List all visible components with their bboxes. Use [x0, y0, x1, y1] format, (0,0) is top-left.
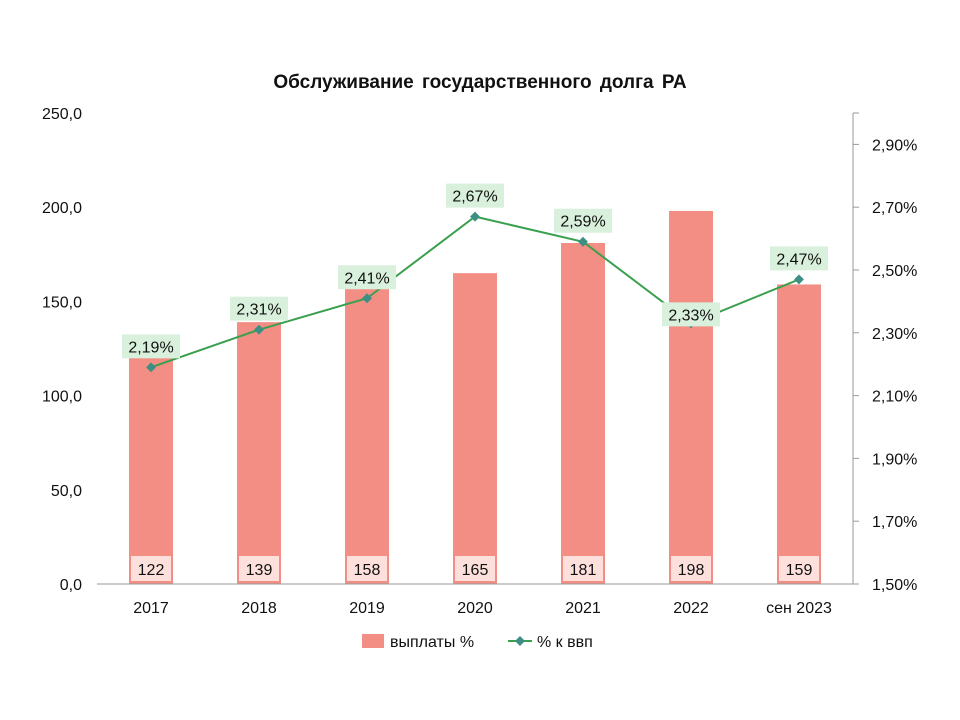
bar-value-label-bg	[455, 556, 495, 581]
left-tick-label: 250,0	[42, 106, 82, 123]
bar-value-label: 181	[570, 562, 597, 579]
bar	[561, 242, 605, 584]
chart-title: Обслуживание государственного долга РА	[273, 72, 687, 93]
bar-value-label: 139	[246, 562, 273, 579]
line-value-label-bg	[230, 296, 288, 321]
left-tick-label: 100,0	[42, 389, 82, 406]
right-tick-label: 1,70%	[872, 514, 917, 531]
legend-line-marker	[515, 636, 525, 646]
left-tick-label: 150,0	[42, 294, 82, 311]
bar	[345, 286, 389, 584]
legend-label: выплаты %	[390, 634, 474, 651]
line-point	[146, 362, 156, 373]
line-value-label: 2,19%	[128, 339, 173, 356]
line-point	[470, 211, 480, 222]
x-tick-label: 2017	[133, 600, 169, 617]
bar	[237, 322, 281, 584]
bar	[453, 273, 497, 584]
line-value-label-bg	[662, 302, 720, 327]
x-tick-label: 2020	[457, 600, 493, 617]
line-point	[362, 293, 372, 304]
bar-value-label-bg	[563, 556, 603, 581]
left-tick-label: 200,0	[42, 200, 82, 217]
bar	[777, 284, 821, 584]
line-value-label-bg	[446, 183, 504, 208]
line-value-label: 2,31%	[236, 302, 281, 319]
bar-value-label-bg	[779, 556, 819, 581]
line-value-label-bg	[338, 265, 396, 290]
right-tick-label: 2,30%	[872, 326, 917, 343]
bar	[669, 210, 713, 584]
bar-value-label: 158	[354, 562, 381, 579]
x-tick-label: 2019	[349, 600, 385, 617]
line-value-label-bg	[554, 208, 612, 233]
bar-value-label: 198	[678, 562, 705, 579]
line-value-label: 2,59%	[560, 214, 605, 231]
line-value-label: 2,47%	[776, 251, 821, 268]
bar-value-label-bg	[671, 556, 711, 581]
right-tick-label: 1,50%	[872, 577, 917, 594]
line-value-label: 2,33%	[668, 307, 713, 324]
legend-bar-swatch	[362, 634, 384, 648]
bar-value-label-bg	[131, 556, 171, 581]
x-tick-label: 2018	[241, 600, 277, 617]
line-point	[578, 236, 588, 247]
left-tick-label: 50,0	[51, 483, 82, 500]
bar-value-label: 159	[786, 562, 813, 579]
right-tick-label: 2,50%	[872, 263, 917, 280]
bar	[129, 354, 173, 584]
bar-value-label-bg	[239, 556, 279, 581]
line-value-label: 2,41%	[344, 270, 389, 287]
line-point	[794, 274, 804, 285]
right-tick-label: 2,10%	[872, 389, 917, 406]
right-tick-label: 1,90%	[872, 451, 917, 468]
x-tick-label: сен 2023	[766, 600, 832, 617]
bar-value-label: 165	[462, 562, 489, 579]
line-value-label-bg	[770, 246, 828, 271]
right-tick-label: 2,90%	[872, 137, 917, 154]
legend-label: % к ввп	[537, 634, 593, 651]
line-value-label-bg	[122, 334, 180, 359]
x-tick-label: 2021	[565, 600, 601, 617]
right-tick-label: 2,70%	[872, 200, 917, 217]
x-tick-label: 2022	[673, 600, 709, 617]
bar-value-label: 122	[138, 562, 165, 579]
left-tick-label: 0,0	[60, 577, 82, 594]
line-value-label: 2,67%	[452, 189, 497, 206]
bar-value-label-bg	[347, 556, 387, 581]
